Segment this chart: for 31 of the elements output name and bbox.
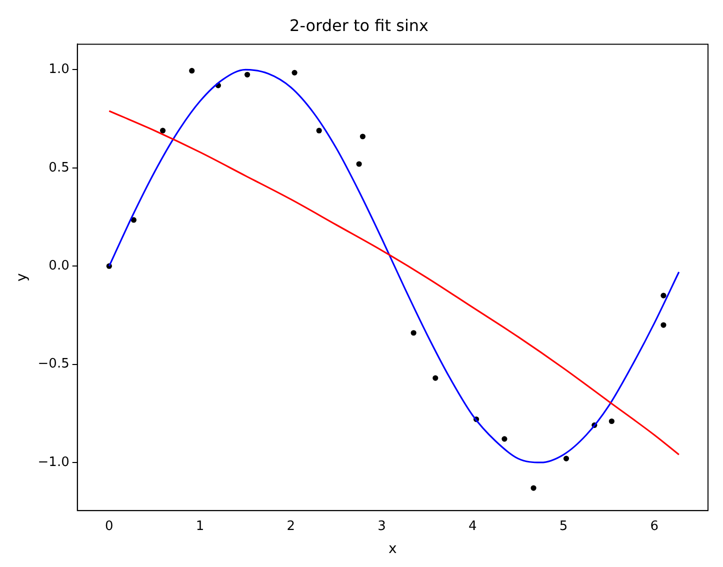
point [356, 161, 362, 167]
x-tick-label: 6 [650, 518, 659, 534]
y-tick-label: 0.5 [48, 160, 70, 176]
point [502, 436, 508, 442]
point [292, 70, 298, 76]
point [660, 292, 666, 298]
point [432, 375, 438, 381]
point [316, 128, 322, 134]
y-tick-label: −1.0 [38, 454, 70, 470]
y-tick-label: −0.5 [38, 356, 70, 372]
point [530, 485, 536, 491]
x-tick-label: 1 [196, 518, 204, 534]
x-tick-label: 0 [105, 518, 114, 534]
point [563, 456, 570, 462]
y-axis-title: y [14, 273, 30, 282]
point [360, 134, 366, 140]
chart-title: 2-order to fit sinx [290, 16, 428, 35]
x-tick-label: 4 [468, 518, 477, 534]
point [608, 418, 614, 424]
y-tick-label: 1.0 [48, 62, 70, 78]
x-tick-label: 3 [378, 518, 386, 534]
y-tick-label: 0.0 [48, 258, 70, 274]
x-tick-label: 5 [559, 518, 568, 534]
point [130, 217, 137, 223]
x-tick-label: 2 [286, 518, 296, 534]
point [160, 128, 166, 134]
point [410, 330, 416, 336]
point [244, 72, 250, 78]
x-axis-title: x [388, 541, 397, 558]
point [660, 322, 666, 328]
point [189, 68, 195, 74]
